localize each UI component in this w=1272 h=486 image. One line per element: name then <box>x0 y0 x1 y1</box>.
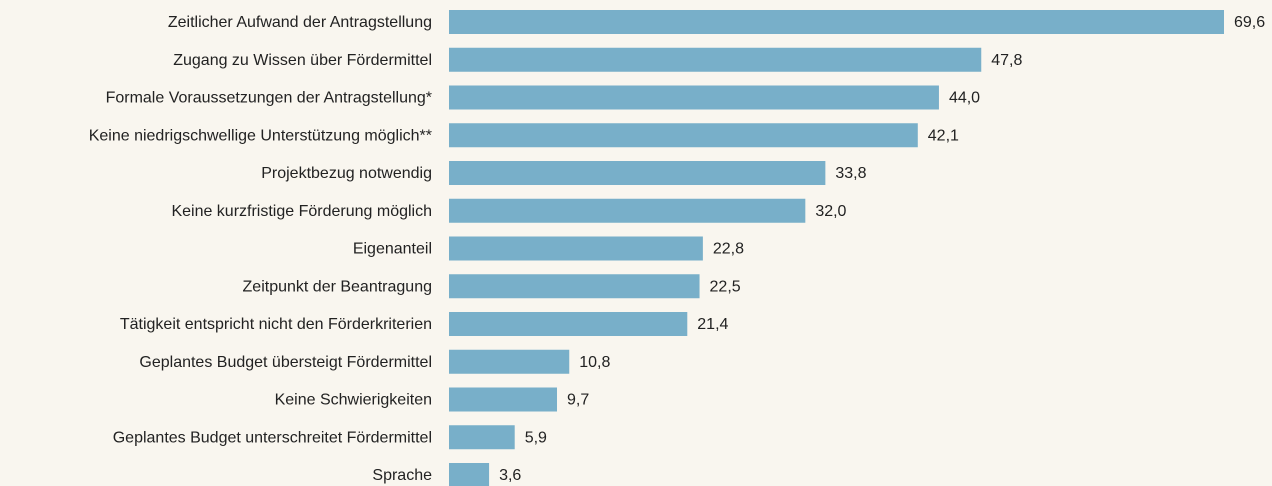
category-label: Zeitlicher Aufwand der Antragstellung <box>168 14 432 31</box>
bar <box>449 274 700 299</box>
category-label: Formale Voraussetzungen der Antragstellu… <box>106 90 432 107</box>
category-label: Projektbezug notwendig <box>261 165 432 182</box>
value-label: 69,6 <box>1234 14 1265 31</box>
value-label: 22,5 <box>710 278 741 295</box>
value-label: 10,8 <box>579 354 610 371</box>
category-label: Sprache <box>372 467 432 484</box>
value-label: 47,8 <box>991 52 1022 69</box>
bar <box>449 425 515 450</box>
category-label: Eigenanteil <box>353 241 432 258</box>
category-label: Tätigkeit entspricht nicht den Förderkri… <box>120 316 432 333</box>
value-label: 44,0 <box>949 90 980 107</box>
bar <box>449 85 939 110</box>
bar <box>449 161 826 185</box>
value-label: 21,4 <box>697 316 728 333</box>
bar <box>449 10 1224 34</box>
value-label: 22,8 <box>713 241 744 258</box>
bar <box>449 123 918 148</box>
value-label: 9,7 <box>567 392 589 409</box>
bar <box>449 47 982 72</box>
category-label: Keine niedrigschwellige Unterstützung mö… <box>89 127 432 144</box>
value-label: 3,6 <box>499 467 521 484</box>
category-label: Geplantes Budget übersteigt Fördermittel <box>139 354 432 371</box>
bar <box>449 236 703 261</box>
bar <box>449 312 688 336</box>
bar <box>449 198 806 223</box>
category-label: Zugang zu Wissen über Fördermittel <box>173 52 432 69</box>
category-label: Keine Schwierigkeiten <box>275 392 432 409</box>
category-label: Keine kurzfristige Förderung möglich <box>171 203 432 220</box>
value-label: 33,8 <box>835 165 866 182</box>
category-label: Zeitpunkt der Beantragung <box>243 278 432 295</box>
bar <box>449 387 558 412</box>
value-label: 32,0 <box>815 203 846 220</box>
bar <box>449 463 490 486</box>
bar <box>449 349 570 374</box>
value-label: 42,1 <box>928 127 959 144</box>
category-label: Geplantes Budget unterschreitet Fördermi… <box>113 429 432 446</box>
value-label: 5,9 <box>525 429 547 446</box>
